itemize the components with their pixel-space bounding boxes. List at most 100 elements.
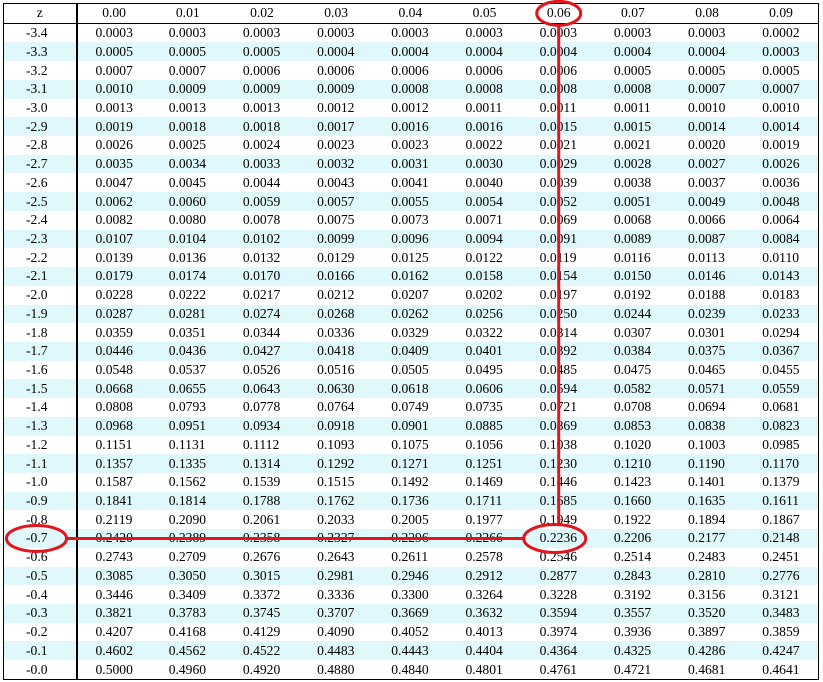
probability-cell: 0.0764 [317,399,355,415]
probability-cell: 0.2776 [744,566,819,586]
probability-cell: 0.0027 [670,154,745,174]
probability-cell: 0.0968 [76,416,151,436]
probability-cell: 0.0465 [688,362,726,378]
probability-cell: 0.4286 [670,641,745,661]
probability-cell: 0.0004 [521,42,596,62]
probability-cell: 0.1685 [521,491,596,511]
z-value-cell: -0.8 [3,510,78,530]
probability-cell: 0.0013 [95,99,133,115]
probability-cell: 0.1075 [391,436,429,452]
z-value-cell: -1.7 [3,341,78,361]
table-body: -3.4 0.0003 0.0003 0.0003 0.0003 0.0003 0.0003… [3,23,819,680]
probability-cell: 0.0287 [76,304,151,324]
z-column-header: z [3,3,78,24]
probability-cell: 0.0375 [670,341,745,361]
probability-cell: 0.0630 [299,379,374,399]
probability-cell: 0.0409 [373,341,448,361]
z-value-cell: -0.9 [3,491,78,511]
probability-cell: 0.2877 [521,566,596,586]
probability-cell: 0.0418 [299,341,374,361]
z-value-cell: -2.6 [3,173,78,193]
probability-cell: 0.0003 [95,25,133,41]
table-row: -0.7 0.2420 0.2389 0.2358 0.2327 0.2296 0.2266… [3,529,819,548]
probability-cell: 0.0023 [391,137,429,153]
probability-cell: 0.0003 [613,25,652,41]
probability-cell: 0.0011 [613,99,651,115]
probability-cell: 0.0005 [688,62,726,78]
probability-cell: 0.0004 [373,42,448,62]
probability-cell: 0.0021 [539,137,578,153]
probability-cell: 0.0039 [539,174,578,190]
probability-cell: 0.0359 [95,324,133,340]
probability-cell: 0.0455 [762,362,800,378]
probability-cell: 0.0030 [447,154,522,174]
probability-cell: 0.1251 [447,454,522,473]
probability-cell: 0.0080 [168,212,207,228]
z-value-cell: -2.8 [3,136,78,155]
column-header: 0.01 [150,3,225,24]
probability-cell: 0.0516 [317,362,355,378]
probability-cell: 0.0005 [76,42,151,62]
probability-cell: 0.0049 [670,192,745,211]
probability-cell: 0.0023 [317,137,355,153]
probability-cell: 0.0918 [299,416,374,436]
z-value-cell: -2.3 [3,229,78,249]
probability-cell: 0.0005 [224,42,300,62]
table-row: -1.6 0.0548 0.0537 0.0526 0.0516 0.0505 0.0495… [3,360,819,380]
probability-cell: 0.1949 [539,511,578,527]
probability-cell: 0.0694 [688,399,726,415]
probability-cell: 0.1446 [539,474,578,490]
probability-cell: 0.0055 [373,192,448,211]
z-value-cell: -0.3 [3,604,78,623]
probability-cell: 0.0808 [95,399,133,415]
probability-cell: 0.0139 [95,249,133,265]
probability-cell: 0.1038 [539,436,578,452]
probability-cell: 0.0003 [465,25,503,41]
probability-cell: 0.0084 [744,229,819,249]
probability-cell: 0.0021 [613,137,652,153]
probability-cell: 0.0314 [539,324,578,340]
z-value-cell: -0.2 [3,622,78,642]
probability-cell: 0.1587 [95,474,133,490]
probability-cell: 0.0170 [224,267,300,286]
probability-cell: 0.0749 [391,399,429,415]
probability-cell: 0.1314 [224,454,300,473]
probability-cell: 0.0122 [465,249,503,265]
probability-cell: 0.0019 [762,137,800,153]
probability-cell: 0.0668 [76,379,151,399]
table-row: -3.3 0.0005 0.0005 0.0005 0.0004 0.0004 0.0004… [3,42,819,62]
probability-cell: 0.3669 [373,604,448,623]
probability-cell: 0.0778 [242,399,281,415]
z-value-cell: -0.4 [3,585,78,604]
table-row: -0.8 0.2119 0.2090 0.2061 0.2033 0.2005 0.1977… [3,510,819,530]
probability-cell: 0.0427 [224,341,300,361]
probability-cell: 0.0212 [317,287,355,303]
probability-cell: 0.0110 [762,249,800,265]
probability-cell: 0.0162 [373,267,448,286]
probability-cell: 0.0013 [168,99,207,115]
probability-cell: 0.4168 [168,624,207,640]
probability-cell: 0.0017 [299,117,374,137]
probability-cell: 0.0526 [242,362,281,378]
z-value-cell: -1.1 [3,454,78,473]
probability-cell: 0.0010 [688,99,726,115]
probability-cell: 0.0075 [317,212,355,228]
table-row: -2.4 0.0082 0.0080 0.0078 0.0075 0.0073 0.0071… [3,210,819,230]
probability-cell: 0.1210 [595,454,670,473]
z-value-cell: -0.7 [3,529,78,548]
probability-cell: 0.0136 [168,249,207,265]
probability-cell: 0.0239 [670,304,745,324]
table-row: -1.1 0.1357 0.1335 0.1314 0.1292 0.1271 0.1251… [3,454,819,473]
probability-cell: 0.2033 [317,511,355,527]
probability-cell: 0.0505 [391,362,429,378]
probability-cell: 0.4920 [242,661,281,677]
probability-cell: 0.0029 [521,154,596,174]
table-row: -0.5 0.3085 0.3050 0.3015 0.2981 0.2946 0.2912… [3,566,819,586]
probability-cell: 0.2578 [465,549,503,565]
probability-cell: 0.0228 [95,287,133,303]
probability-cell: 0.1335 [150,454,225,473]
probability-cell: 0.1922 [613,511,652,527]
probability-cell: 0.3050 [150,566,225,586]
probability-cell: 0.0036 [762,174,800,190]
table-row: -3.0 0.0013 0.0013 0.0013 0.0012 0.0012 0.0011… [3,98,819,118]
